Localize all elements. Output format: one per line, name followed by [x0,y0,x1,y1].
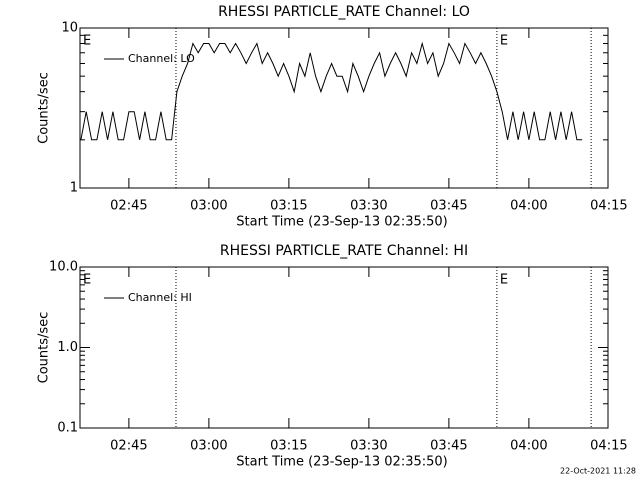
x-axis-title: Start Time (23-Sep-13 02:35:50) [236,455,447,470]
data-line [80,41,583,141]
y-tick-label: 10 [61,21,78,36]
y-tick-label: 0.1 [57,421,78,436]
x-tick-label: 04:00 [510,439,547,454]
x-tick-label: 03:15 [270,199,307,214]
y-axis-title: Counts/sec [37,72,52,144]
x-tick-label: 03:30 [350,439,387,454]
x-tick-label: 03:45 [430,199,467,214]
y-tick-label: 1 [70,181,78,196]
x-tick-label: 04:15 [590,439,627,454]
annotation: E [500,273,508,288]
x-tick-label: 03:15 [270,439,307,454]
x-tick-label: 04:00 [510,199,547,214]
annotation: E [500,34,508,49]
plot-frame [79,27,609,189]
chart-title: RHESSI PARTICLE_RATE Channel: LO [218,4,470,20]
x-axis-title: Start Time (23-Sep-13 02:35:50) [236,215,447,230]
x-tick-label: 03:00 [190,439,227,454]
x-tick-label: 02:45 [110,439,147,454]
x-tick-label: 04:15 [590,199,627,214]
x-tick-label: 03:30 [350,199,387,214]
x-tick-label: 03:45 [430,439,467,454]
y-tick-label: 10.0 [49,260,78,275]
annotation: E [83,34,91,49]
x-tick-label: 02:45 [110,199,147,214]
annotation: E [83,273,91,288]
legend-label: Channel: LO [128,52,195,65]
y-tick-label: 1.0 [57,340,78,355]
legend-label: Channel: HI [128,291,192,304]
chart-title: RHESSI PARTICLE_RATE Channel: HI [220,243,468,259]
y-axis-title: Counts/sec [37,312,52,384]
footer: 22-Oct-2021 11:28 [560,467,636,476]
x-tick-label: 03:00 [190,199,227,214]
